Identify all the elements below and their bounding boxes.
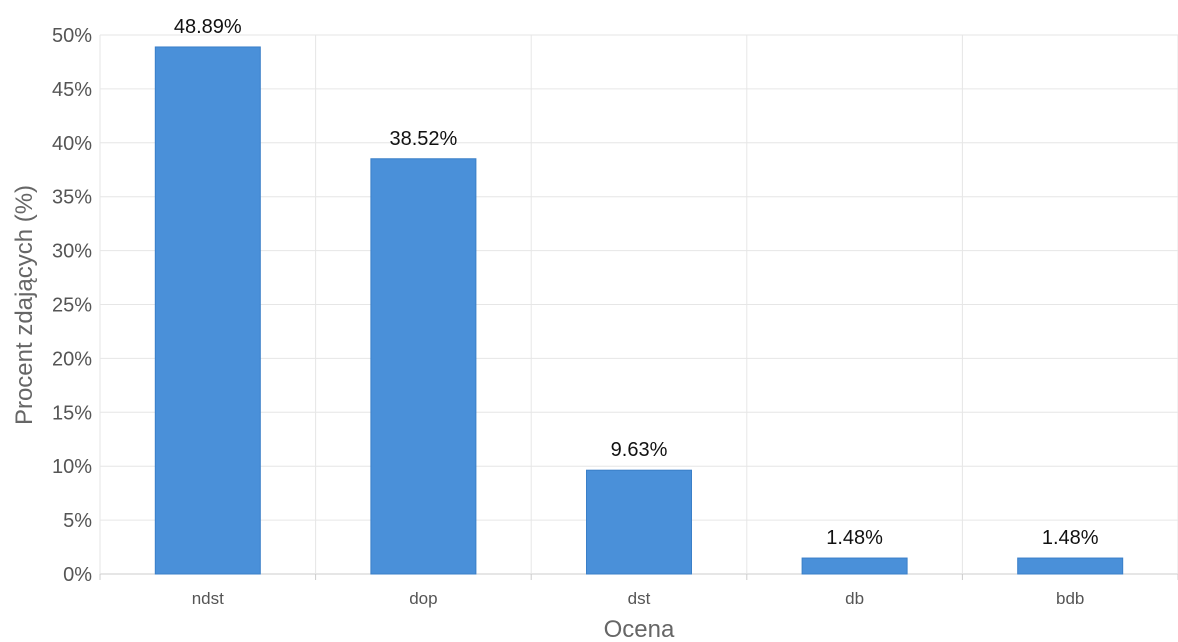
x-tick-label-ndst: ndst [192,589,224,608]
y-tick-label: 5% [63,510,92,532]
y-axis-ticks: 0% 5% 10% 15% 20% 25% 30% 35% 40% 45% 50% [52,25,92,586]
x-tick-label-dst: dst [628,589,651,608]
y-tick-label: 30% [52,241,92,263]
bar-bdb [1017,557,1124,575]
x-tick-label-bdb: bdb [1056,589,1084,608]
bar-db [801,557,908,575]
y-tick-label: 50% [52,25,92,47]
y-tick-label: 10% [52,456,92,478]
y-tick-label: 0% [63,564,92,586]
data-labels-layer: 48.89% 38.52% 9.63% 1.48% 1.48% [174,16,1099,549]
data-label-ndst: 48.89% [174,16,242,38]
x-tick-label-dop: dop [409,589,437,608]
data-label-dop: 38.52% [389,128,457,150]
data-label-db: 1.48% [826,527,883,549]
x-axis-label: Ocena [604,616,675,642]
y-tick-label: 25% [52,295,92,317]
bars-layer [154,46,1124,575]
y-tick-label: 20% [52,348,92,370]
y-tick-label: 35% [52,187,92,209]
y-tick-label: 15% [52,402,92,424]
grid-layer [99,34,1178,580]
bar-dst [586,469,692,575]
bar-dop [370,158,477,575]
data-label-dst: 9.63% [611,439,668,461]
y-tick-label: 45% [52,79,92,101]
y-tick-label: 40% [52,133,92,155]
y-axis-label: Procent zdających (%) [11,185,38,425]
bar-ndst [154,46,261,575]
data-label-bdb: 1.48% [1042,527,1099,549]
x-axis-ticks: ndst dop dst db bdb [192,589,1085,608]
x-tick-label-db: db [845,589,864,608]
